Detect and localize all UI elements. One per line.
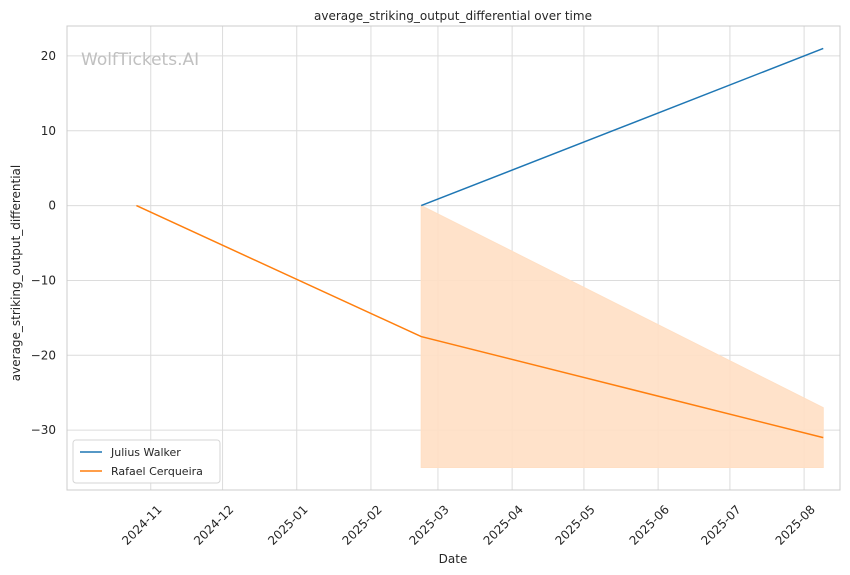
- y-tick-label: −20: [31, 348, 56, 362]
- line-series-0: [420, 47, 824, 207]
- series-lines: [136, 47, 824, 439]
- y-tick-label: 10: [41, 124, 56, 138]
- y-axis-label: average_striking_output_differential: [9, 165, 23, 381]
- band-series-1: [420, 204, 824, 469]
- chart-title: average_striking_output_differential ove…: [314, 9, 592, 23]
- legend-entry: Julius Walker: [110, 446, 181, 459]
- legend: Julius Walker Rafael Cerqueira: [72, 439, 221, 484]
- x-axis-label: Date: [439, 552, 468, 566]
- y-tick-label: 0: [48, 199, 56, 213]
- legend-entry: Rafael Cerqueira: [111, 465, 203, 478]
- y-axis-ticks: 20 10 0 −10 −20 −30: [31, 49, 56, 437]
- legend-box: [72, 439, 221, 484]
- line-series-1: [136, 204, 824, 439]
- watermark: WolfTickets.AI: [81, 50, 199, 70]
- confidence-band: [420, 204, 824, 469]
- y-tick-label: 20: [41, 49, 56, 63]
- y-tick-label: −30: [31, 423, 56, 437]
- plot-frame: [66, 25, 841, 491]
- y-tick-label: −10: [31, 273, 56, 287]
